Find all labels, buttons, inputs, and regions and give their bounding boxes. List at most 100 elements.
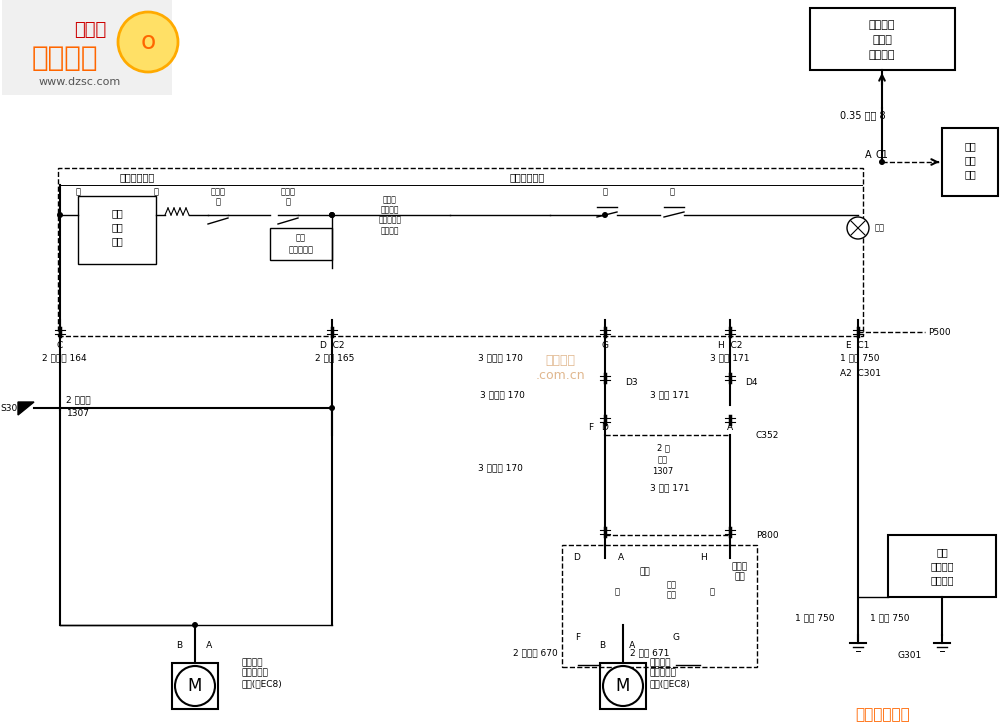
Text: A: A	[727, 423, 733, 431]
Text: 照明: 照明	[875, 223, 885, 233]
Text: 右后窗
开关: 右后窗 开关	[732, 563, 748, 581]
Text: B        A: B A	[177, 640, 213, 650]
Text: 彩虹网址导航: 彩虹网址导航	[855, 708, 910, 723]
Text: A: A	[865, 150, 871, 160]
Circle shape	[57, 212, 63, 218]
Text: 电流电阻器: 电流电阻器	[288, 246, 314, 254]
Circle shape	[118, 12, 178, 72]
Text: C: C	[57, 341, 63, 349]
Text: B        A: B A	[600, 640, 636, 650]
Text: 车内照明: 车内照明	[869, 20, 895, 30]
Text: 变光与: 变光与	[872, 35, 892, 45]
Text: 线路: 线路	[936, 547, 948, 557]
Text: G: G	[672, 634, 680, 642]
Text: o: o	[140, 30, 156, 54]
Text: P500: P500	[928, 328, 951, 336]
Text: P800: P800	[756, 531, 779, 539]
Text: 1 黑色 750: 1 黑色 750	[870, 613, 910, 623]
Text: 下: 下	[710, 587, 714, 597]
Text: 上: 上	[614, 587, 620, 597]
Text: M: M	[188, 677, 202, 695]
Text: 快速: 快速	[111, 208, 123, 218]
Text: G301: G301	[898, 650, 922, 660]
Text: 1 黑色 750: 1 黑色 750	[795, 613, 835, 623]
Text: D  C2: D C2	[320, 341, 344, 349]
Text: F: F	[588, 423, 593, 431]
Text: 3 紫色 171: 3 紫色 171	[650, 391, 690, 399]
Circle shape	[329, 405, 335, 411]
Text: 2 深蓝色 670: 2 深蓝色 670	[513, 648, 557, 658]
Text: 监视: 监视	[296, 233, 306, 242]
Text: 模块: 模块	[111, 236, 123, 246]
Text: 3 浅绿色 170: 3 浅绿色 170	[480, 391, 525, 399]
Text: www.dzsc.com: www.dzsc.com	[39, 77, 121, 87]
Bar	[2, 0, 172, 95]
Text: 2 深蓝色: 2 深蓝色	[66, 396, 90, 405]
Bar	[58, 168, 863, 336]
Text: 电路图界
.com.cn: 电路图界 .com.cn	[535, 354, 585, 382]
Text: 蓝色: 蓝色	[658, 455, 668, 465]
Text: 降下: 降下	[111, 222, 123, 232]
Text: A: A	[618, 553, 624, 563]
Text: 左前车窗
开闭调节器
电机(带EC8): 左前车窗 开闭调节器 电机(带EC8)	[242, 658, 283, 688]
Circle shape	[879, 159, 885, 165]
Text: 1 黑色 750: 1 黑色 750	[840, 354, 880, 362]
Text: 下: 下	[154, 188, 158, 196]
Text: 右后车窗
开闭调节器
电机(带EC8): 右后车窗 开闭调节器 电机(带EC8)	[650, 658, 691, 688]
Circle shape	[603, 666, 643, 706]
Bar	[270, 228, 332, 260]
Text: 1307: 1307	[66, 408, 90, 418]
Text: 输入
输出: 输入 输出	[667, 580, 677, 600]
Text: 照明系统: 照明系统	[869, 50, 895, 60]
Text: 2 棕色 165: 2 棕色 165	[315, 354, 354, 362]
Text: D4: D4	[745, 378, 758, 386]
Text: 电源: 电源	[640, 568, 650, 576]
Text: 3 浅绿色 170: 3 浅绿色 170	[478, 463, 523, 473]
Text: 2 深蓝色 164: 2 深蓝色 164	[42, 354, 87, 362]
Text: 下: 下	[670, 188, 674, 196]
Text: D3: D3	[625, 378, 638, 386]
Text: 系统中的: 系统中的	[930, 561, 954, 571]
Text: H  C2: H C2	[718, 341, 742, 349]
Text: 开关: 开关	[964, 169, 976, 179]
Text: H: H	[700, 553, 707, 563]
Text: 快速降: 快速降	[280, 188, 296, 196]
Text: C352: C352	[756, 431, 779, 439]
Text: 上: 上	[602, 188, 608, 196]
Text: D: D	[573, 553, 580, 563]
Text: 2 棕色 671: 2 棕色 671	[630, 648, 670, 658]
Bar	[810, 8, 955, 70]
Polygon shape	[18, 402, 34, 415]
Text: 下: 下	[216, 197, 220, 207]
Bar	[562, 545, 757, 667]
Circle shape	[329, 212, 335, 218]
Text: 锁门在
快降位置
直到由快降
模块释放: 锁门在 快降位置 直到由快降 模块释放	[378, 195, 402, 235]
Text: 右后车窗输出: 右后车窗输出	[510, 172, 545, 182]
Text: E  C1: E C1	[846, 341, 870, 349]
Text: 3 紫色 171: 3 紫色 171	[650, 484, 690, 492]
Bar	[600, 663, 646, 709]
Text: 找芯片: 找芯片	[74, 21, 106, 39]
Text: C1: C1	[876, 150, 888, 160]
Bar	[888, 535, 996, 597]
Text: G: G	[602, 341, 608, 349]
Text: 车窗: 车窗	[964, 155, 976, 165]
Bar	[172, 663, 218, 709]
Text: 快速降: 快速降	[210, 188, 226, 196]
Text: 1307: 1307	[652, 468, 674, 476]
Text: 0.35 灰色 8: 0.35 灰色 8	[840, 110, 886, 120]
Bar	[942, 128, 998, 196]
Text: 维库一下: 维库一下	[32, 44, 98, 72]
Text: A2  C301: A2 C301	[840, 368, 881, 378]
Circle shape	[602, 212, 608, 218]
Text: 上: 上	[76, 188, 80, 196]
Text: M: M	[616, 677, 630, 695]
Text: 下: 下	[286, 197, 290, 207]
Text: 接地分配: 接地分配	[930, 575, 954, 585]
Text: F: F	[575, 634, 581, 642]
Text: 左前车窗输出: 左前车窗输出	[120, 172, 155, 182]
Text: 3 浅绿色 170: 3 浅绿色 170	[478, 354, 523, 362]
Circle shape	[847, 217, 869, 239]
Text: 左前: 左前	[964, 141, 976, 151]
Circle shape	[175, 666, 215, 706]
